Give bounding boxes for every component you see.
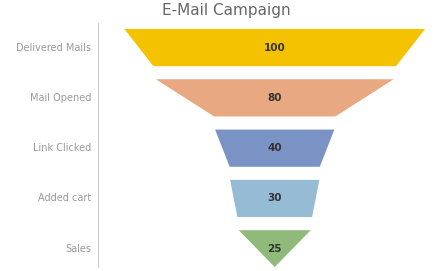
Title: E-Mail Campaign: E-Mail Campaign <box>162 3 291 18</box>
Text: 30: 30 <box>268 193 282 204</box>
Text: Added cart: Added cart <box>38 193 91 204</box>
Text: Sales: Sales <box>65 244 91 254</box>
Text: 80: 80 <box>268 93 282 103</box>
Text: Mail Opened: Mail Opened <box>30 93 91 103</box>
Text: 40: 40 <box>268 143 282 153</box>
Text: Delivered Mails: Delivered Mails <box>16 43 91 53</box>
Polygon shape <box>123 28 427 67</box>
Polygon shape <box>229 179 320 218</box>
Text: Link Clicked: Link Clicked <box>33 143 91 153</box>
Text: 100: 100 <box>264 43 286 53</box>
Polygon shape <box>153 78 396 117</box>
Text: 25: 25 <box>268 244 282 254</box>
Polygon shape <box>214 129 336 168</box>
Polygon shape <box>237 229 313 268</box>
